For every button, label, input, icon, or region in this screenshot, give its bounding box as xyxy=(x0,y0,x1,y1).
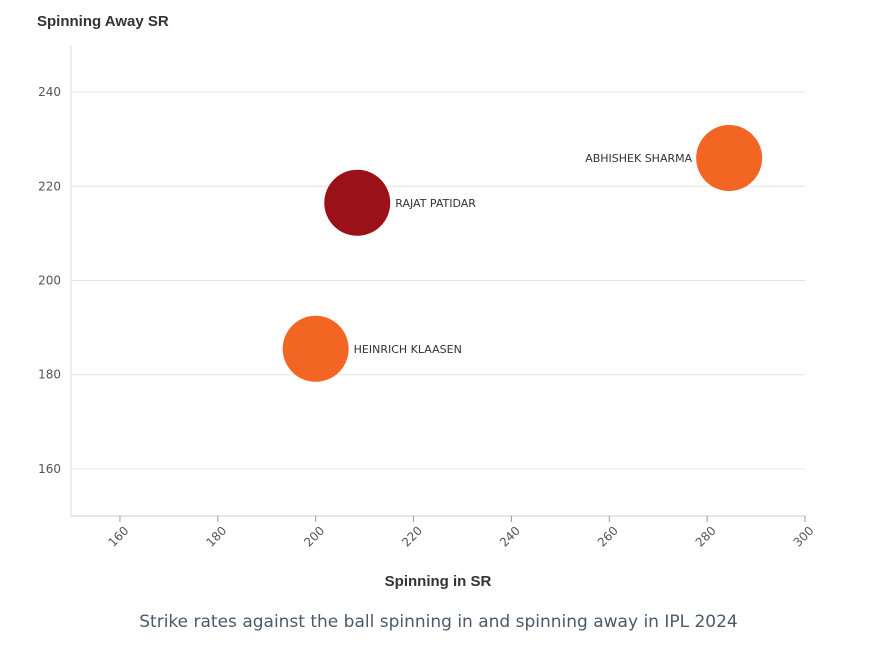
x-tick-label: 180 xyxy=(203,524,229,550)
y-tick-label: 200 xyxy=(38,274,61,288)
data-point-bubble xyxy=(324,169,391,236)
data-point-label: RAJAT PATIDAR xyxy=(395,197,476,210)
data-points: ABHISHEK SHARMA RAJAT PATIDAR HEINRICH KLA… xyxy=(282,125,763,382)
x-tick-label: 160 xyxy=(105,524,131,550)
x-tick-label: 260 xyxy=(595,524,621,550)
x-tick-label: 200 xyxy=(301,524,327,550)
chart-caption: Strike rates against the ball spinning i… xyxy=(139,612,738,632)
axes: 160 180 200 220 240 160 180 200 220 240 260 280 300 xyxy=(38,45,817,550)
y-tick-label: 180 xyxy=(38,368,61,382)
scatter-chart: Spinning Away SR 160 180 200 220 240 160 180 20… xyxy=(37,13,817,590)
data-point-label: ABHISHEK SHARMA xyxy=(585,152,692,165)
y-tick-label: 240 xyxy=(38,85,61,99)
y-tick-label: 160 xyxy=(38,462,61,476)
x-axis-title: Spinning in SR xyxy=(385,573,492,590)
x-tick-label: 280 xyxy=(693,524,719,550)
grid xyxy=(71,91,805,470)
data-point-bubble xyxy=(282,315,349,382)
y-axis-title: Spinning Away SR xyxy=(37,13,169,30)
x-tick-label: 220 xyxy=(399,524,425,550)
y-tick-label: 220 xyxy=(38,179,61,193)
data-point-bubble xyxy=(696,125,763,192)
x-tick-label: 300 xyxy=(791,524,817,550)
x-tick-label: 240 xyxy=(497,524,523,550)
data-point-label: HEINRICH KLAASEN xyxy=(354,343,462,356)
